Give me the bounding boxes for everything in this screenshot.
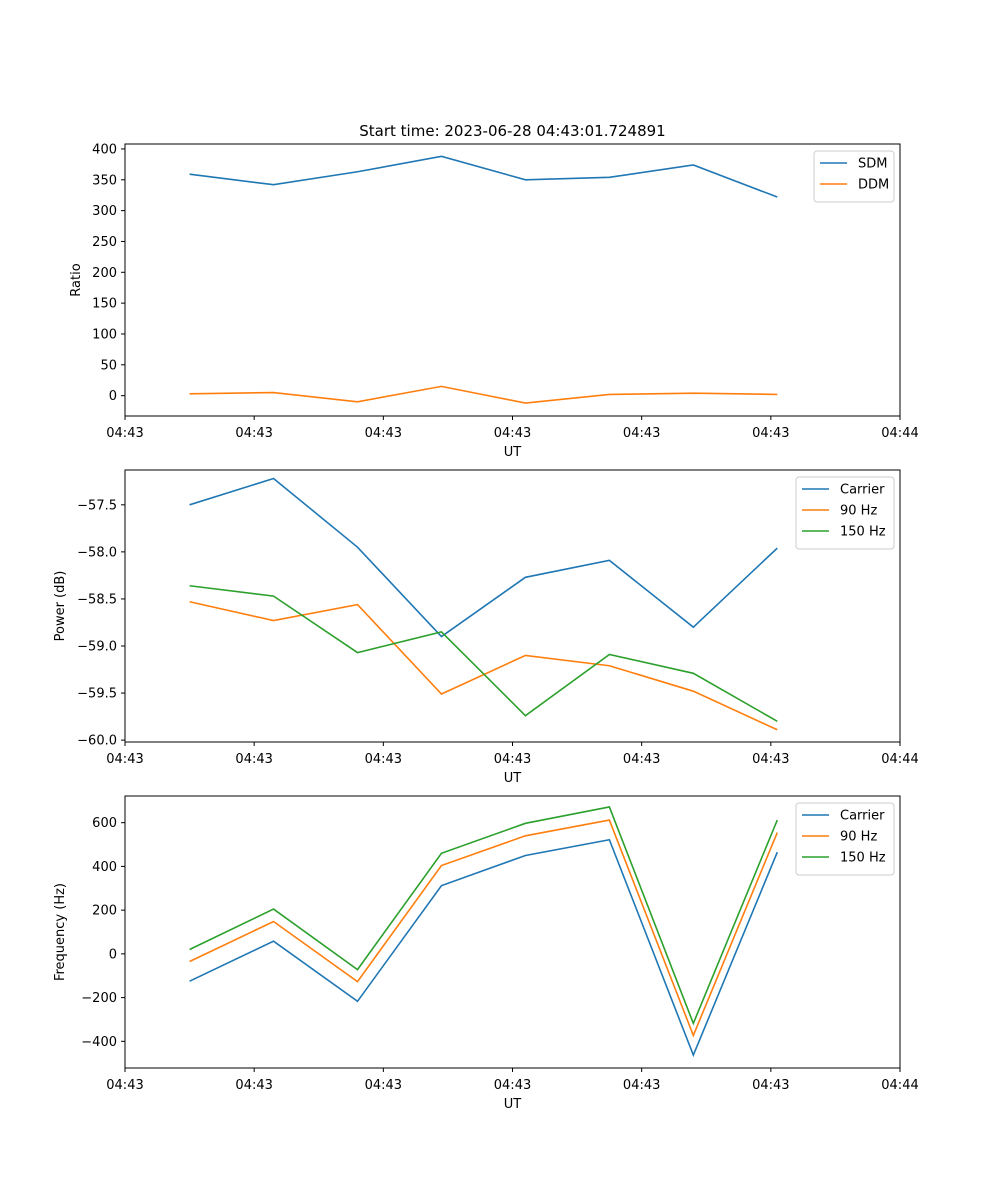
y-tick-label: 200 xyxy=(92,904,117,919)
y-tick-label: 400 xyxy=(92,860,117,875)
x-tick-label: 04:43 xyxy=(494,426,531,441)
legend-label: Carrier xyxy=(840,483,885,498)
legend-label: 90 Hz xyxy=(840,830,877,845)
x-tick-label: 04:43 xyxy=(752,426,789,441)
x-tick-label: 04:43 xyxy=(235,752,272,767)
subplot-1: 04:43 04:43 04:43 04:43 04:43 04:43 04:44 0 50 10… xyxy=(69,142,919,460)
y-tick-label: −58.5 xyxy=(77,592,117,607)
legend-label: SDM xyxy=(858,157,887,172)
x-tick-label: 04:43 xyxy=(365,752,402,767)
series-line-150-hz xyxy=(189,806,779,1026)
x-tick-label: 04:43 xyxy=(623,426,660,441)
y-tick-label: 150 xyxy=(92,297,117,312)
x-tick-label: 04:43 xyxy=(752,1078,789,1093)
x-tick-label: 04:44 xyxy=(881,1078,918,1093)
y-tick-label: −200 xyxy=(81,991,117,1006)
y-tick-label: 250 xyxy=(92,235,117,250)
series-line-90-hz xyxy=(189,819,779,1038)
y-tick-label: −57.5 xyxy=(77,498,117,513)
y-tick-label: 100 xyxy=(92,327,117,342)
x-tick-label: 04:43 xyxy=(106,752,143,767)
x-axis-label: UT xyxy=(504,771,522,786)
x-tick-label: 04:43 xyxy=(235,1078,272,1093)
x-tick-label: 04:43 xyxy=(106,1078,143,1093)
x-tick-label: 04:44 xyxy=(881,752,918,767)
x-tick-label: 04:43 xyxy=(623,1078,660,1093)
y-tick-label: 300 xyxy=(92,204,117,219)
y-tick-label: −60.0 xyxy=(77,734,117,749)
y-axis-label: Power (dB) xyxy=(53,571,68,642)
x-tick-label: 04:43 xyxy=(106,426,143,441)
figure-title: Start time: 2023-06-28 04:43:01.724891 xyxy=(359,122,665,140)
x-tick-label: 04:43 xyxy=(494,1078,531,1093)
x-tick-label: 04:43 xyxy=(365,1078,402,1093)
series-line-carrier xyxy=(189,838,779,1058)
legend-label: DDM xyxy=(858,178,889,193)
x-tick-label: 04:44 xyxy=(881,426,918,441)
legend: SDM DDM xyxy=(813,150,895,203)
y-tick-label: 600 xyxy=(92,816,117,831)
x-tick-label: 04:43 xyxy=(494,752,531,767)
legend-label: Carrier xyxy=(840,809,885,824)
series-line-carrier xyxy=(189,477,778,638)
y-tick-label: 400 xyxy=(92,142,117,157)
x-tick-label: 04:43 xyxy=(752,752,789,767)
y-tick-label: 50 xyxy=(100,358,117,373)
y-tick-label: 0 xyxy=(109,389,117,404)
y-tick-label: −58.0 xyxy=(77,545,117,560)
legend-label: 150 Hz xyxy=(840,851,886,866)
y-tick-label: −59.5 xyxy=(77,687,117,702)
x-axis-label: UT xyxy=(504,1097,522,1112)
x-tick-label: 04:43 xyxy=(235,426,272,441)
legend: Carrier 90 Hz 150 Hz xyxy=(795,802,895,876)
subplot-3: 04:43 04:43 04:43 04:43 04:43 04:43 04:44 −400 −… xyxy=(53,795,919,1112)
y-axis-label: Ratio xyxy=(69,263,84,296)
subplot-2: 04:43 04:43 04:43 04:43 04:43 04:43 04:44 −60.0… xyxy=(53,469,919,786)
y-tick-label: −400 xyxy=(81,1035,117,1050)
y-tick-label: 0 xyxy=(109,947,117,962)
x-tick-label: 04:43 xyxy=(365,426,402,441)
x-axis-label: UT xyxy=(504,445,522,460)
legend: Carrier 90 Hz 150 Hz xyxy=(795,476,895,550)
series-line-ddm xyxy=(189,385,778,404)
legend-label: 150 Hz xyxy=(840,525,886,540)
y-tick-label: 200 xyxy=(92,266,117,281)
series-line-sdm xyxy=(189,155,778,198)
y-tick-label: −59.0 xyxy=(77,640,117,655)
legend-label: 90 Hz xyxy=(840,504,877,519)
x-tick-label: 04:43 xyxy=(623,752,660,767)
y-tick-label: 350 xyxy=(92,173,117,188)
y-axis-label: Frequency (Hz) xyxy=(53,883,68,981)
series-line-150-hz xyxy=(189,584,778,722)
